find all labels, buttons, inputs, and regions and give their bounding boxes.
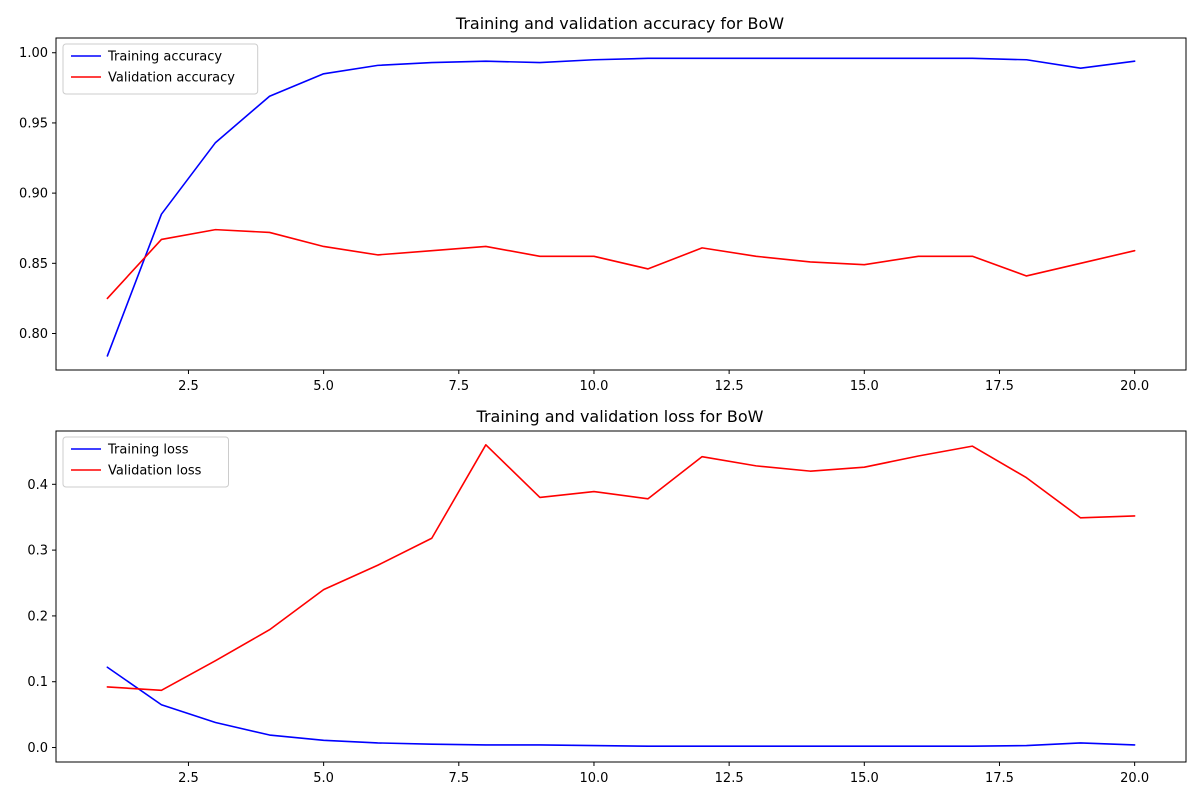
series-line-validation-accuracy (106, 228, 1136, 300)
y-tick-label: 0.95 (19, 116, 48, 131)
legend-box (62, 436, 229, 488)
y-tick-label: 0.3 (27, 544, 48, 559)
loss-chart: Training and validation loss for BoW 2.5… (27, 407, 1187, 786)
x-tick-label: 17.5 (985, 379, 1014, 394)
x-tick-label: 20.0 (1120, 379, 1149, 394)
x-tick-label: 10.0 (579, 379, 608, 394)
accuracy-chart: Training and validation accuracy for BoW… (19, 14, 1187, 394)
x-tick-label: 17.5 (985, 771, 1014, 786)
chart-title: Training and validation loss for BoW (476, 407, 764, 426)
legend-box (62, 43, 259, 95)
legend-label: Validation loss (108, 464, 202, 479)
x-tick-label: 12.5 (715, 379, 744, 394)
y-tick-label: 0.0 (27, 741, 48, 756)
legend: Training loss Validation loss (62, 436, 229, 488)
series-line-training-accuracy (106, 57, 1136, 357)
x-tick-label: 12.5 (715, 771, 744, 786)
y-tick-label: 1.00 (19, 46, 48, 61)
x-tick-label: 7.5 (448, 771, 469, 786)
legend-label: Training loss (107, 443, 189, 458)
series-line-training-loss (106, 666, 1136, 748)
y-tick-label: 0.90 (19, 187, 48, 202)
x-tick-label: 5.0 (313, 771, 334, 786)
legend-label: Validation accuracy (108, 71, 235, 86)
axes-frame (55, 430, 1187, 763)
series-line-validation-loss (106, 444, 1136, 692)
x-tick-label: 10.0 (579, 771, 608, 786)
x-tick-label: 15.0 (850, 379, 879, 394)
x-tick-label: 7.5 (448, 379, 469, 394)
legend: Training accuracy Validation accuracy (62, 43, 259, 95)
x-tick-label: 15.0 (850, 771, 879, 786)
y-tick-label: 0.85 (19, 257, 48, 272)
x-tick-label: 5.0 (313, 379, 334, 394)
axes-frame (55, 37, 1187, 371)
y-tick-label: 0.4 (27, 478, 48, 493)
x-tick-label: 2.5 (178, 771, 199, 786)
x-tick-label: 20.0 (1120, 771, 1149, 786)
y-tick-label: 0.80 (19, 327, 48, 342)
y-tick-label: 0.2 (27, 609, 48, 624)
x-tick-label: 2.5 (178, 379, 199, 394)
y-tick-label: 0.1 (27, 675, 48, 690)
chart-title: Training and validation accuracy for BoW (455, 14, 784, 33)
legend-label: Training accuracy (107, 50, 222, 65)
